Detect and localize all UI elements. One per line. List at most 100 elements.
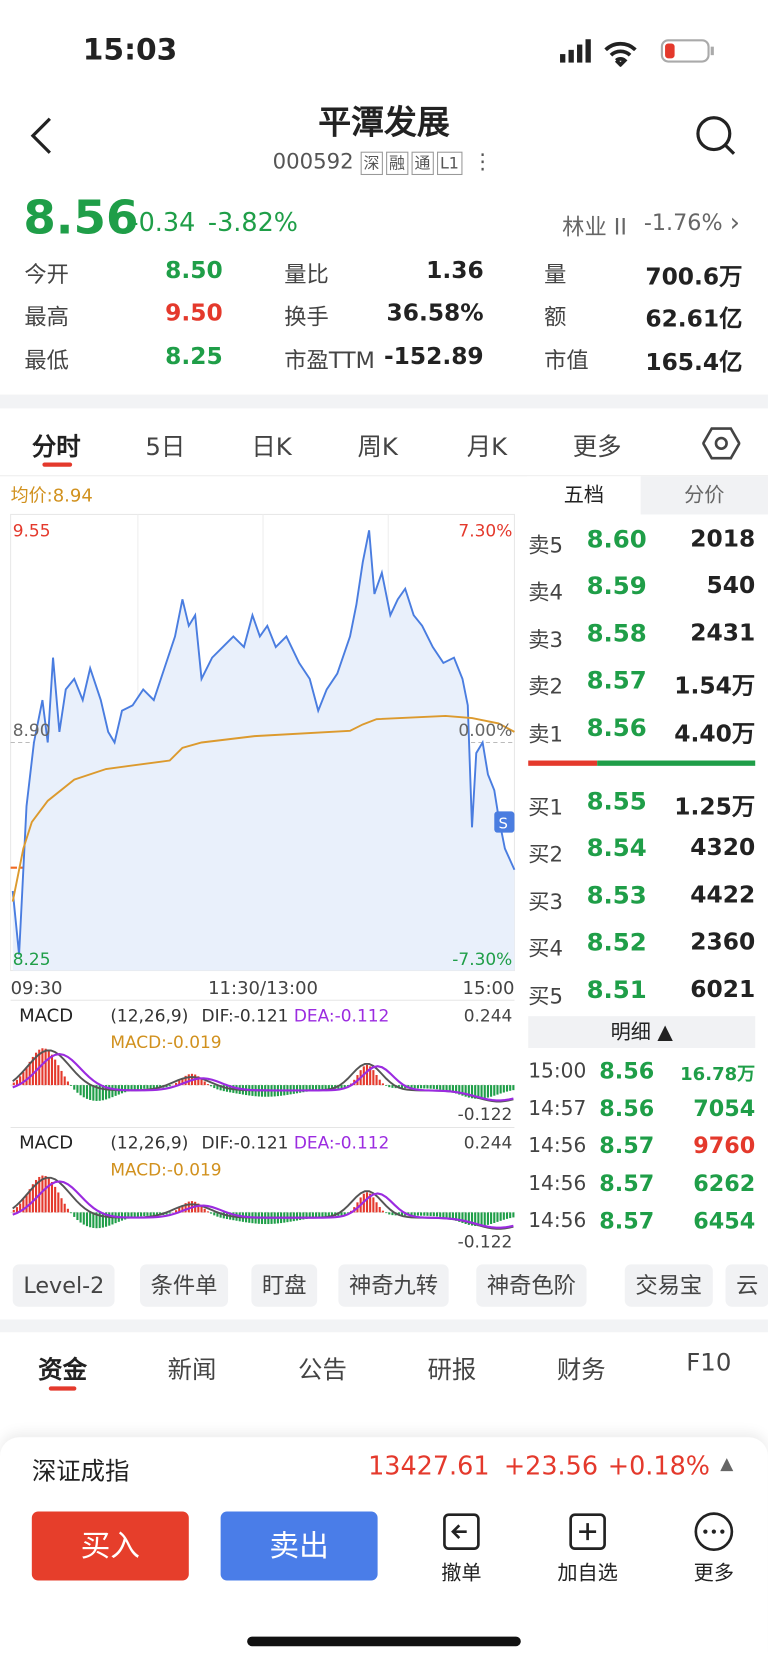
macd-bar bbox=[321, 1212, 324, 1218]
macd-bar bbox=[340, 1085, 343, 1089]
sell-button[interactable]: 卖出 bbox=[220, 1511, 378, 1581]
macd-bar bbox=[299, 1212, 302, 1221]
tab[interactable]: 周K bbox=[357, 433, 398, 462]
macd-bar bbox=[12, 1082, 15, 1086]
tool-chip[interactable]: 交易宝 bbox=[624, 1264, 713, 1307]
macd-bar bbox=[15, 1207, 19, 1213]
action-label[interactable]: 加自选 bbox=[557, 1561, 618, 1585]
tool-chip[interactable]: 神奇色阶 bbox=[476, 1264, 587, 1307]
macd-bar bbox=[432, 1212, 435, 1217]
detail-header[interactable]: 明细 ▲ bbox=[528, 1016, 756, 1048]
macd-bar bbox=[295, 1085, 299, 1094]
stat-value: 9.50 bbox=[165, 300, 223, 327]
macd-bar bbox=[442, 1212, 445, 1218]
tool-chip[interactable]: 神奇九转 bbox=[338, 1264, 449, 1307]
macd-bar bbox=[178, 1080, 181, 1086]
bottom-tab[interactable]: 研报 bbox=[427, 1356, 477, 1385]
macd-bar bbox=[295, 1212, 299, 1221]
macd-bar bbox=[73, 1212, 76, 1217]
price: 8.56 bbox=[23, 190, 139, 246]
macd-bar bbox=[458, 1085, 461, 1095]
macd-bar bbox=[416, 1085, 419, 1089]
macd-bar bbox=[85, 1085, 89, 1099]
macd-bar bbox=[101, 1085, 104, 1101]
book-label: 卖2 bbox=[528, 673, 563, 700]
macd-bar bbox=[152, 1212, 155, 1216]
bottom-tab[interactable]: 新闻 bbox=[167, 1356, 217, 1385]
expand-arrow[interactable]: ▲ bbox=[720, 1453, 734, 1474]
macd-bar bbox=[426, 1085, 429, 1089]
macd-bar bbox=[60, 1198, 63, 1213]
macd-bar bbox=[343, 1085, 346, 1088]
sector-pct: -1.76% bbox=[643, 210, 723, 236]
macd-bar bbox=[448, 1212, 451, 1219]
macd-label: MACD bbox=[19, 1133, 73, 1154]
chevron: › bbox=[729, 207, 740, 238]
macd-bar bbox=[474, 1212, 477, 1227]
tab[interactable]: 日K bbox=[251, 433, 292, 462]
macd-bar bbox=[385, 1085, 388, 1086]
macd-bar bbox=[50, 1181, 54, 1213]
macd-bar bbox=[509, 1212, 512, 1219]
stat-label: 今开 bbox=[24, 261, 69, 288]
stat-value: 1.36 bbox=[426, 257, 484, 285]
trade-price: 8.57 bbox=[599, 1171, 655, 1197]
tool-chip[interactable]: 条件单 bbox=[140, 1264, 229, 1307]
back-button[interactable] bbox=[27, 115, 59, 157]
macd-bar bbox=[410, 1085, 413, 1089]
book-volume: 2018 bbox=[690, 526, 756, 553]
macd-bar bbox=[57, 1065, 60, 1086]
macd-bar bbox=[127, 1085, 130, 1092]
stat-value: 8.50 bbox=[165, 257, 223, 285]
macd-top: 0.244 bbox=[464, 1006, 513, 1026]
bottom-tab[interactable]: 资金 bbox=[38, 1356, 87, 1385]
tool-chip[interactable]: 云 bbox=[725, 1264, 768, 1307]
macd-bar bbox=[200, 1206, 203, 1213]
action-label[interactable]: 更多 bbox=[693, 1561, 735, 1585]
ratio-bar-buy bbox=[597, 760, 756, 766]
tool-chip[interactable]: 盯盘 bbox=[251, 1264, 318, 1307]
book-volume: 540 bbox=[706, 572, 756, 600]
macd-bar bbox=[22, 1199, 25, 1213]
tab[interactable]: 分时 bbox=[31, 433, 81, 462]
book-tab[interactable]: 分价 bbox=[640, 476, 768, 515]
buy-button[interactable]: 买入 bbox=[31, 1511, 189, 1581]
macd-bar bbox=[439, 1085, 442, 1090]
tags: 深融通 L1 bbox=[360, 148, 465, 176]
macd-bar bbox=[391, 1212, 394, 1216]
macd-bar bbox=[124, 1085, 127, 1093]
macd-bar bbox=[22, 1071, 25, 1086]
trade-volume: 9760 bbox=[693, 1132, 756, 1159]
macd-bar bbox=[467, 1212, 470, 1225]
macd-bar bbox=[181, 1205, 184, 1213]
macd-bar bbox=[365, 1064, 369, 1086]
macd-bar bbox=[213, 1085, 216, 1089]
bottom-tab[interactable]: 公告 bbox=[298, 1356, 347, 1385]
tab[interactable]: 月K bbox=[466, 433, 508, 462]
mid-label: 8.90 bbox=[13, 721, 51, 741]
tab[interactable]: 5日 bbox=[145, 433, 186, 462]
book-volume: 1.54万 bbox=[674, 673, 756, 701]
bottom-tab[interactable]: 财务 bbox=[556, 1356, 606, 1385]
tab[interactable]: 更多 bbox=[572, 433, 622, 462]
book-tab[interactable]: 五档 bbox=[527, 476, 641, 515]
avg-line bbox=[11, 715, 515, 902]
macd-bar bbox=[327, 1212, 330, 1217]
macd-bar bbox=[302, 1212, 305, 1220]
macd-bar bbox=[127, 1212, 130, 1219]
macd-bottom: -0.122 bbox=[458, 1105, 513, 1125]
stat-label: 量 bbox=[544, 261, 567, 288]
stat-label: 市盈TTM bbox=[284, 347, 375, 374]
search-button[interactable] bbox=[695, 115, 737, 157]
settings-icon[interactable] bbox=[702, 424, 741, 462]
macd-bar bbox=[372, 1197, 375, 1213]
tool-chip[interactable]: Level-2 bbox=[12, 1264, 115, 1307]
macd-bar bbox=[458, 1212, 461, 1222]
macd-bar bbox=[308, 1085, 311, 1092]
action-label[interactable]: 撤单 bbox=[441, 1561, 482, 1585]
macd-bar bbox=[25, 1067, 28, 1086]
dea-line bbox=[12, 1180, 514, 1229]
bottom-tab[interactable]: F10 bbox=[686, 1349, 732, 1377]
sector: 林业 II bbox=[562, 214, 627, 240]
